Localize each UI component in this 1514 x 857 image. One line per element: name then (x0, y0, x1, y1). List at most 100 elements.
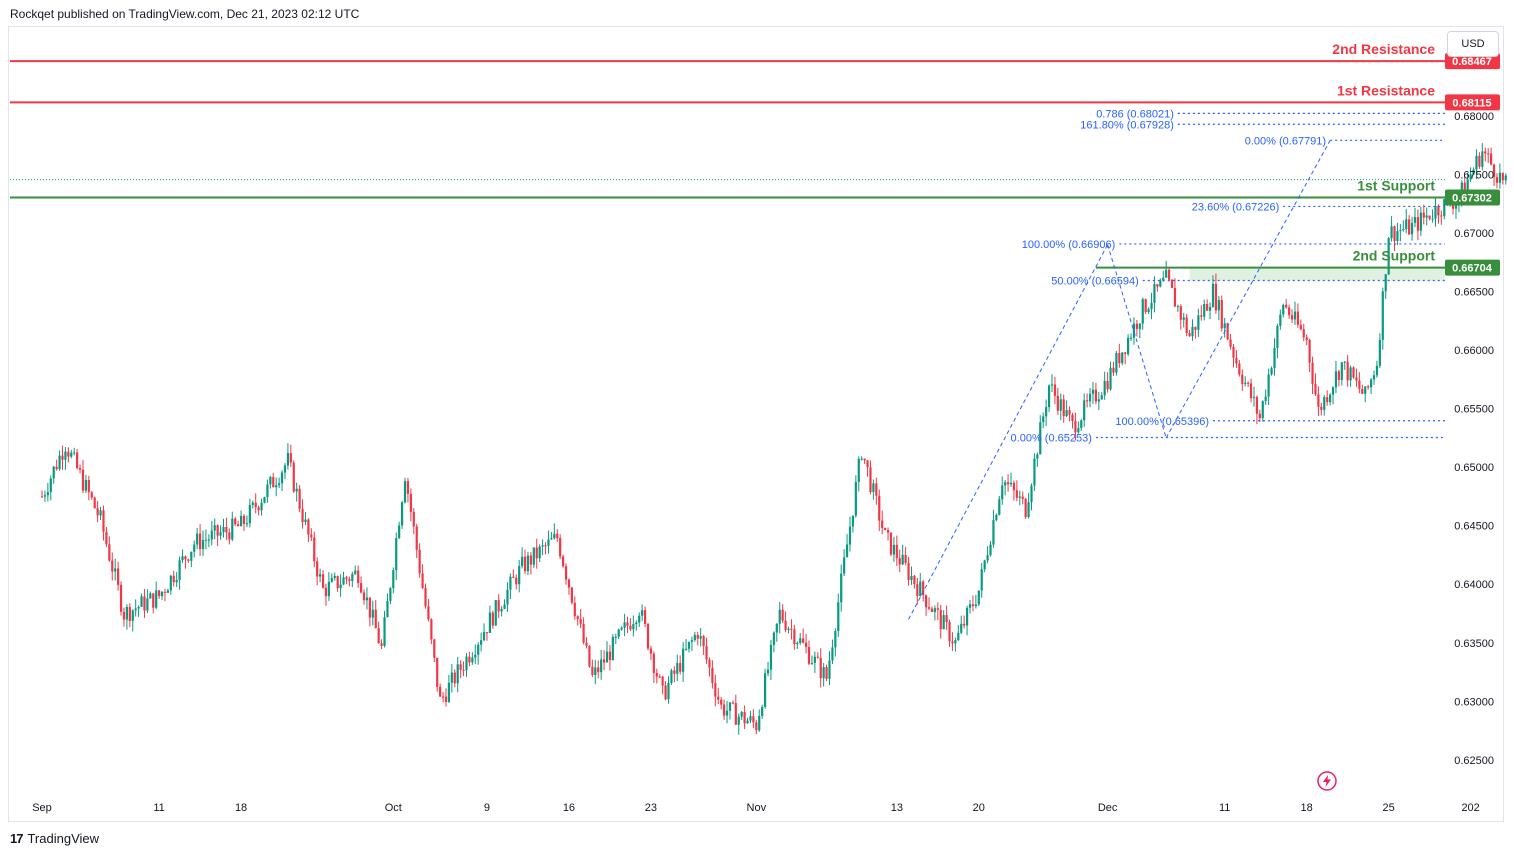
candle-body (614, 636, 617, 638)
candle-body (1285, 304, 1288, 308)
candle-body (1369, 379, 1373, 388)
candle-body (1425, 215, 1428, 218)
candle-body (359, 583, 363, 593)
candle-body (1235, 357, 1238, 364)
candle-body (1270, 368, 1273, 375)
candle-body (714, 683, 717, 697)
2nd-resistance-price-tag (1445, 53, 1500, 70)
candle-body (187, 559, 190, 561)
candle-body (1173, 287, 1177, 307)
x-tick-label: Sep (32, 802, 52, 814)
candle-body (354, 570, 357, 574)
candle-body (960, 623, 963, 633)
x-tick-label: 25 (1383, 802, 1395, 814)
candle-body (1252, 397, 1256, 399)
tradingview-logo-text: TradingView (27, 831, 100, 846)
candle-body (643, 610, 647, 625)
x-tick-label: Oct (385, 802, 402, 814)
candle-body (825, 667, 828, 679)
candle-body (418, 549, 421, 574)
candle-body (257, 507, 260, 511)
candle-body (392, 570, 395, 589)
candle-body (1027, 502, 1030, 518)
candle-body (1495, 177, 1499, 183)
candle-body (1147, 309, 1150, 313)
candle-body (149, 593, 152, 599)
candle-body (889, 532, 893, 555)
candle-body (1290, 315, 1294, 320)
candle-body (459, 664, 462, 670)
candle-body (333, 576, 336, 579)
candle-body (406, 481, 410, 494)
candle-body (573, 602, 576, 617)
candle-body (1109, 367, 1112, 390)
candle-body (802, 638, 805, 643)
candle-body (766, 669, 770, 674)
candle-body (799, 638, 802, 643)
candle-body (400, 502, 404, 526)
candle-body (971, 604, 975, 607)
candle-body (591, 666, 594, 676)
candle-body (1124, 352, 1127, 354)
candle-body (500, 608, 503, 612)
candle-body (1478, 155, 1481, 167)
candle-body (216, 525, 219, 536)
candle-body (1422, 212, 1425, 218)
candle-body (1390, 226, 1393, 239)
y-tick-label: 0.66500 (1454, 286, 1494, 298)
x-tick-label: 20 (973, 802, 985, 814)
candle-body (1170, 279, 1174, 288)
x-tick-label: Nov (747, 802, 767, 814)
candle-body (793, 629, 796, 644)
candle-body (286, 453, 290, 466)
candle-body (737, 716, 740, 725)
candle-body (807, 647, 811, 664)
candle-body (919, 581, 922, 596)
candle-body (377, 628, 380, 644)
candle-body (936, 608, 939, 610)
candle-body (248, 505, 251, 524)
candle-body (1314, 383, 1317, 395)
candle-body (52, 466, 55, 479)
candle-body (155, 590, 158, 608)
tradingview-logo[interactable]: 17 TradingView (10, 831, 99, 846)
candle-body (1381, 291, 1384, 340)
candle-body (1302, 329, 1305, 338)
y-tick-label: 0.64000 (1454, 579, 1494, 591)
candle-body (723, 704, 726, 716)
x-tick-label: 9 (484, 802, 490, 814)
candle-body (605, 651, 609, 663)
candle-body (1317, 394, 1320, 407)
candle-body (752, 716, 755, 723)
candle-body (275, 485, 278, 488)
fib-level-label: 0.786 (0.68021) (1096, 108, 1174, 120)
candle-body (740, 712, 743, 717)
candle-body (1001, 485, 1004, 500)
candle-body (1273, 347, 1276, 369)
candle-body (280, 472, 284, 484)
candle-body (210, 530, 213, 540)
lightning-bolt-icon[interactable] (1315, 769, 1339, 793)
candle-body (421, 573, 424, 588)
candle-body (1153, 284, 1156, 303)
candle-body (319, 574, 322, 577)
candle-body (512, 576, 515, 578)
candle-body (1472, 169, 1475, 175)
candle-body (1261, 401, 1264, 419)
candle-body (869, 467, 872, 493)
candle-body (933, 608, 936, 612)
candle-body (1065, 410, 1068, 417)
2nd-support-label: 2nd Support (1353, 248, 1436, 264)
candle-body (1437, 206, 1440, 216)
candle-body (1501, 172, 1504, 181)
candle-body (380, 643, 383, 646)
candle-body (775, 623, 778, 633)
candle-body (556, 533, 559, 539)
candle-body (1129, 337, 1133, 339)
candle-body (761, 706, 764, 716)
candle-body (834, 630, 837, 648)
candle-body (427, 606, 430, 620)
currency-button[interactable]: USD (1447, 31, 1499, 57)
candle-body (942, 615, 945, 630)
